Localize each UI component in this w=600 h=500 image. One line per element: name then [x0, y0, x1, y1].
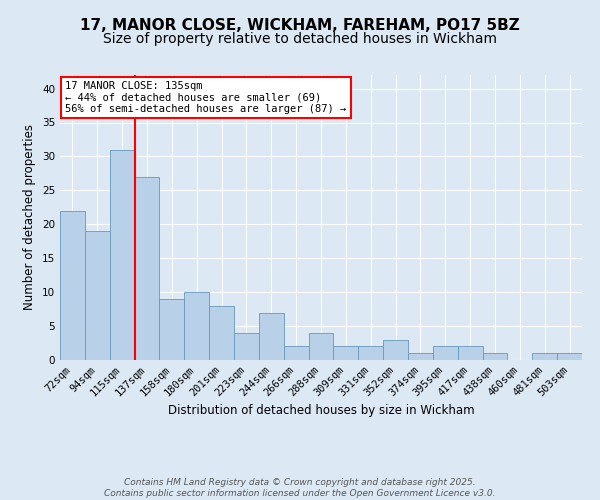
Text: 17, MANOR CLOSE, WICKHAM, FAREHAM, PO17 5BZ: 17, MANOR CLOSE, WICKHAM, FAREHAM, PO17 … [80, 18, 520, 32]
Bar [184, 292, 209, 360]
Bar [308, 333, 334, 360]
Bar [60, 210, 85, 360]
Text: Contains HM Land Registry data © Crown copyright and database right 2025.
Contai: Contains HM Land Registry data © Crown c… [104, 478, 496, 498]
Bar [209, 306, 234, 360]
Bar [383, 340, 408, 360]
Bar [358, 346, 383, 360]
Bar [110, 150, 134, 360]
Bar [532, 353, 557, 360]
Bar [334, 346, 358, 360]
Bar [433, 346, 458, 360]
Bar [482, 353, 508, 360]
Bar [259, 312, 284, 360]
Bar [234, 333, 259, 360]
Text: Size of property relative to detached houses in Wickham: Size of property relative to detached ho… [103, 32, 497, 46]
X-axis label: Distribution of detached houses by size in Wickham: Distribution of detached houses by size … [167, 404, 475, 417]
Bar [408, 353, 433, 360]
Text: 17 MANOR CLOSE: 135sqm
← 44% of detached houses are smaller (69)
56% of semi-det: 17 MANOR CLOSE: 135sqm ← 44% of detached… [65, 80, 346, 114]
Bar [134, 177, 160, 360]
Y-axis label: Number of detached properties: Number of detached properties [23, 124, 37, 310]
Bar [557, 353, 582, 360]
Bar [85, 231, 110, 360]
Bar [160, 299, 184, 360]
Bar [458, 346, 482, 360]
Bar [284, 346, 308, 360]
